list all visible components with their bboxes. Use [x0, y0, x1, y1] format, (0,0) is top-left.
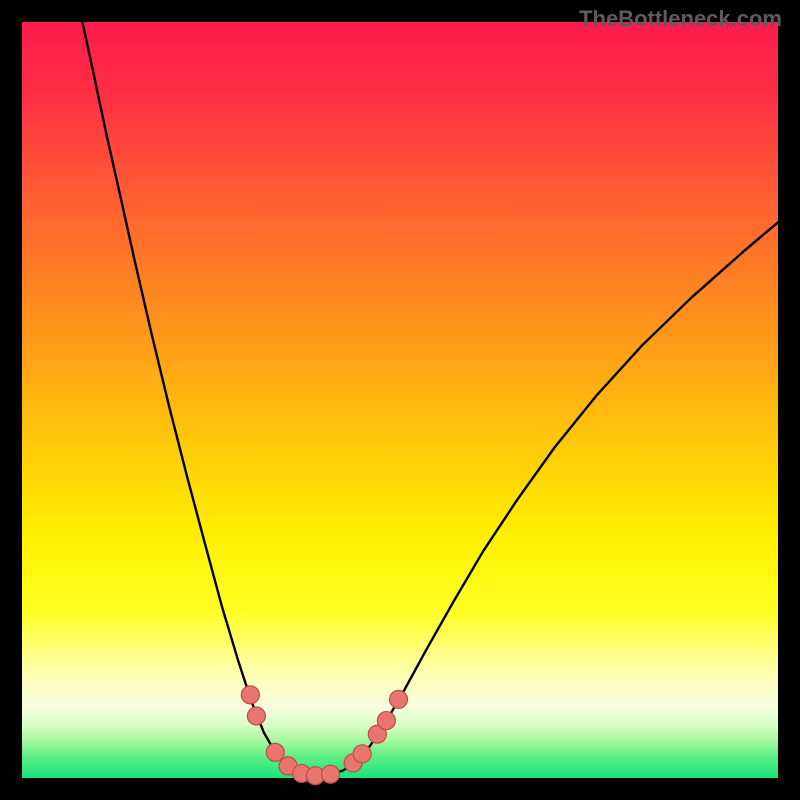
data-marker — [247, 707, 265, 725]
data-marker — [241, 686, 259, 704]
bottleneck-curve — [22, 22, 778, 778]
data-marker — [321, 765, 339, 783]
curve-line — [82, 22, 778, 776]
data-marker — [266, 743, 284, 761]
plot-area — [22, 22, 778, 778]
watermark-text: TheBottleneck.com — [579, 6, 782, 32]
data-marker — [377, 712, 395, 730]
data-marker — [353, 745, 371, 763]
data-marker — [389, 690, 407, 708]
chart-frame: TheBottleneck.com — [0, 0, 800, 800]
